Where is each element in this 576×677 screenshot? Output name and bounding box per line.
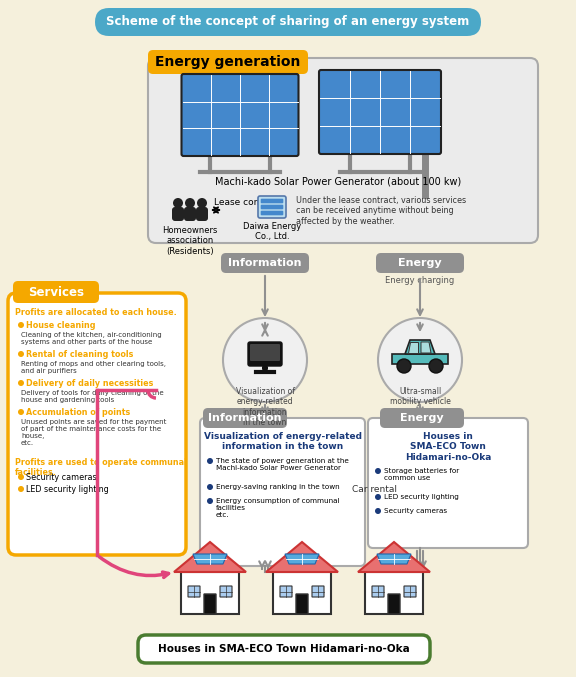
Text: Houses in
SMA-ECO Town
Hidamari-no-Oka: Houses in SMA-ECO Town Hidamari-no-Oka [405,432,491,462]
Circle shape [18,486,24,492]
FancyBboxPatch shape [319,70,441,154]
FancyBboxPatch shape [188,586,200,597]
Circle shape [185,198,195,208]
Circle shape [18,409,24,415]
Text: Security cameras: Security cameras [384,508,447,514]
FancyBboxPatch shape [184,207,196,221]
Text: Visualization of
energy-related
information
in the town: Visualization of energy-related informat… [236,387,294,427]
Text: Profits are allocated to each house.: Profits are allocated to each house. [15,308,177,317]
FancyBboxPatch shape [261,204,283,209]
Text: Visualization of energy-related
information in the town: Visualization of energy-related informat… [203,432,362,452]
FancyBboxPatch shape [248,342,282,366]
FancyBboxPatch shape [312,586,324,597]
Circle shape [397,359,411,373]
FancyBboxPatch shape [296,594,308,614]
Text: LED security lighting: LED security lighting [26,485,109,494]
Text: Rental of cleaning tools: Rental of cleaning tools [26,350,134,359]
FancyBboxPatch shape [365,572,423,614]
Text: Delivery of tools for daily cleaning of the
house and gardening tools: Delivery of tools for daily cleaning of … [21,390,164,403]
Text: Delivery of daily necessities: Delivery of daily necessities [26,379,153,388]
Polygon shape [358,542,430,572]
FancyBboxPatch shape [148,50,308,74]
Circle shape [207,484,213,490]
Text: Security cameras: Security cameras [26,473,97,482]
FancyBboxPatch shape [368,418,528,548]
FancyBboxPatch shape [148,58,538,243]
FancyBboxPatch shape [204,594,216,614]
Polygon shape [377,554,411,564]
FancyBboxPatch shape [380,408,464,428]
Circle shape [18,351,24,357]
Text: Accumulation of points: Accumulation of points [26,408,130,417]
Polygon shape [266,542,338,572]
FancyBboxPatch shape [95,8,481,36]
FancyBboxPatch shape [376,253,464,273]
FancyBboxPatch shape [261,199,283,203]
Text: Storage batteries for
common use: Storage batteries for common use [384,468,459,481]
FancyBboxPatch shape [372,586,384,597]
Text: Energy charging: Energy charging [385,276,454,285]
Text: Homeowners
association
(Residents): Homeowners association (Residents) [162,226,218,256]
Text: Information: Information [209,413,282,423]
Circle shape [207,458,213,464]
Polygon shape [193,554,227,564]
Text: The state of power generation at the
Machi-kado Solar Power Generator: The state of power generation at the Mac… [216,458,349,471]
FancyBboxPatch shape [258,196,286,218]
Text: Services: Services [28,286,84,299]
Polygon shape [174,542,246,572]
Circle shape [375,508,381,514]
Text: Energy: Energy [398,258,442,268]
Text: Unused points are saved for the payment
of part of the maintenance costs for the: Unused points are saved for the payment … [21,419,166,446]
Text: Car rental: Car rental [353,485,397,494]
Text: Energy consumption of communal
facilities
etc.: Energy consumption of communal facilitie… [216,498,339,518]
Text: Under the lease contract, various services
can be received anytime without being: Under the lease contract, various servic… [296,196,466,226]
FancyBboxPatch shape [181,572,239,614]
FancyBboxPatch shape [200,418,365,566]
Circle shape [375,468,381,474]
FancyBboxPatch shape [172,207,184,221]
FancyBboxPatch shape [203,408,287,428]
FancyBboxPatch shape [220,586,232,597]
Circle shape [18,380,24,386]
Circle shape [378,318,462,402]
FancyBboxPatch shape [280,586,292,597]
FancyBboxPatch shape [138,635,430,663]
Text: Ultra-small
mobility vehicle: Ultra-small mobility vehicle [389,387,450,406]
Text: Renting of mops and other clearing tools,
and air purifiers: Renting of mops and other clearing tools… [21,361,166,374]
Circle shape [375,494,381,500]
Polygon shape [405,340,435,354]
Text: Information: Information [228,258,302,268]
Text: LED security lighting: LED security lighting [384,494,459,500]
Text: Machi-kado Solar Power Generator (about 100 kw): Machi-kado Solar Power Generator (about … [215,177,461,187]
Circle shape [429,359,443,373]
FancyBboxPatch shape [262,366,268,370]
FancyBboxPatch shape [196,207,208,221]
FancyBboxPatch shape [261,211,283,215]
Text: Houses in SMA-ECO Town Hidamari-no-Oka: Houses in SMA-ECO Town Hidamari-no-Oka [158,644,410,654]
Polygon shape [421,342,431,353]
Circle shape [197,198,207,208]
Text: Energy-saving ranking in the town: Energy-saving ranking in the town [216,484,340,490]
Circle shape [173,198,183,208]
Polygon shape [408,342,418,353]
FancyBboxPatch shape [8,293,186,555]
Polygon shape [392,354,448,364]
Text: Lease contract: Lease contract [214,198,281,207]
Text: Energy: Energy [400,413,444,423]
FancyBboxPatch shape [273,572,331,614]
Circle shape [207,498,213,504]
Text: Profits are used to operate communal
facilities.: Profits are used to operate communal fac… [15,458,187,477]
FancyBboxPatch shape [221,253,309,273]
Text: Cleaning of the kitchen, air-conditioning
systems and other parts of the house: Cleaning of the kitchen, air-conditionin… [21,332,162,345]
FancyBboxPatch shape [388,594,400,614]
Circle shape [223,318,307,402]
Circle shape [18,474,24,480]
FancyBboxPatch shape [181,74,298,156]
Polygon shape [285,554,319,564]
FancyBboxPatch shape [250,344,280,361]
Text: House cleaning: House cleaning [26,321,96,330]
Text: Scheme of the concept of sharing of an energy system: Scheme of the concept of sharing of an e… [107,16,469,28]
FancyBboxPatch shape [404,586,416,597]
Text: Daiwa Energy
Co., Ltd.: Daiwa Energy Co., Ltd. [243,222,301,242]
